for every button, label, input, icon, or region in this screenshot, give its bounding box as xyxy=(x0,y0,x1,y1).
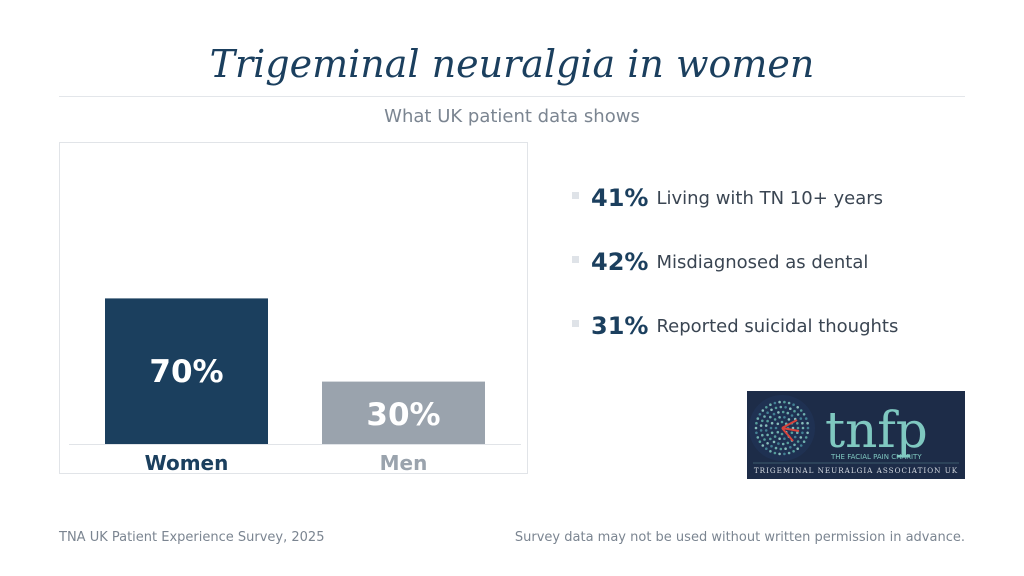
logo-org-name: TRIGEMINAL NEURALGIA ASSOCIATION UK xyxy=(754,466,958,475)
stat-label: Misdiagnosed as dental xyxy=(656,251,869,273)
logo-dot-mark-icon xyxy=(754,400,810,456)
bullet-icon xyxy=(572,255,579,263)
stat-item-years: 41% Living with TN 10+ years xyxy=(572,180,992,216)
tnfp-logo: tnfp THE FACIAL PAIN CHARITY TRIGEMINAL … xyxy=(747,391,965,479)
logo-graphic: tnfp THE FACIAL PAIN CHARITY TRIGEMINAL … xyxy=(747,391,965,479)
logo-tagline: THE FACIAL PAIN CHARITY xyxy=(830,453,922,461)
stat-label: Living with TN 10+ years xyxy=(656,187,884,209)
category-label: Women xyxy=(145,451,229,475)
stat-value: 42% xyxy=(591,248,649,276)
bullet-icon xyxy=(572,191,579,199)
stat-item-misdiagnosed: 42% Misdiagnosed as dental xyxy=(572,244,992,280)
stat-value: 31% xyxy=(591,312,649,340)
source-note: TNA UK Patient Experience Survey, 2025 xyxy=(59,530,325,545)
title-divider xyxy=(59,96,965,97)
category-label: Men xyxy=(380,451,428,475)
stat-item-suicidal: 31% Reported suicidal thoughts xyxy=(572,308,992,344)
permission-note: Survey data may not be used without writ… xyxy=(514,530,965,545)
page-subtitle: What UK patient data shows xyxy=(384,106,640,127)
bar-value-label: 70% xyxy=(149,354,223,390)
stat-label: Reported suicidal thoughts xyxy=(656,315,899,337)
bullet-icon xyxy=(572,319,579,327)
logo-wordmark: tnfp xyxy=(825,401,928,459)
bar-women xyxy=(105,298,268,444)
bar-chart-svg: 70% Women 30% Men xyxy=(69,298,521,475)
bar-value-label: 30% xyxy=(366,397,440,433)
stat-value: 41% xyxy=(591,184,649,212)
bar-chart: 70% Women 30% Men xyxy=(59,142,528,475)
bar-men xyxy=(322,381,485,444)
page-title: Trigeminal neuralgia in women xyxy=(209,42,815,86)
